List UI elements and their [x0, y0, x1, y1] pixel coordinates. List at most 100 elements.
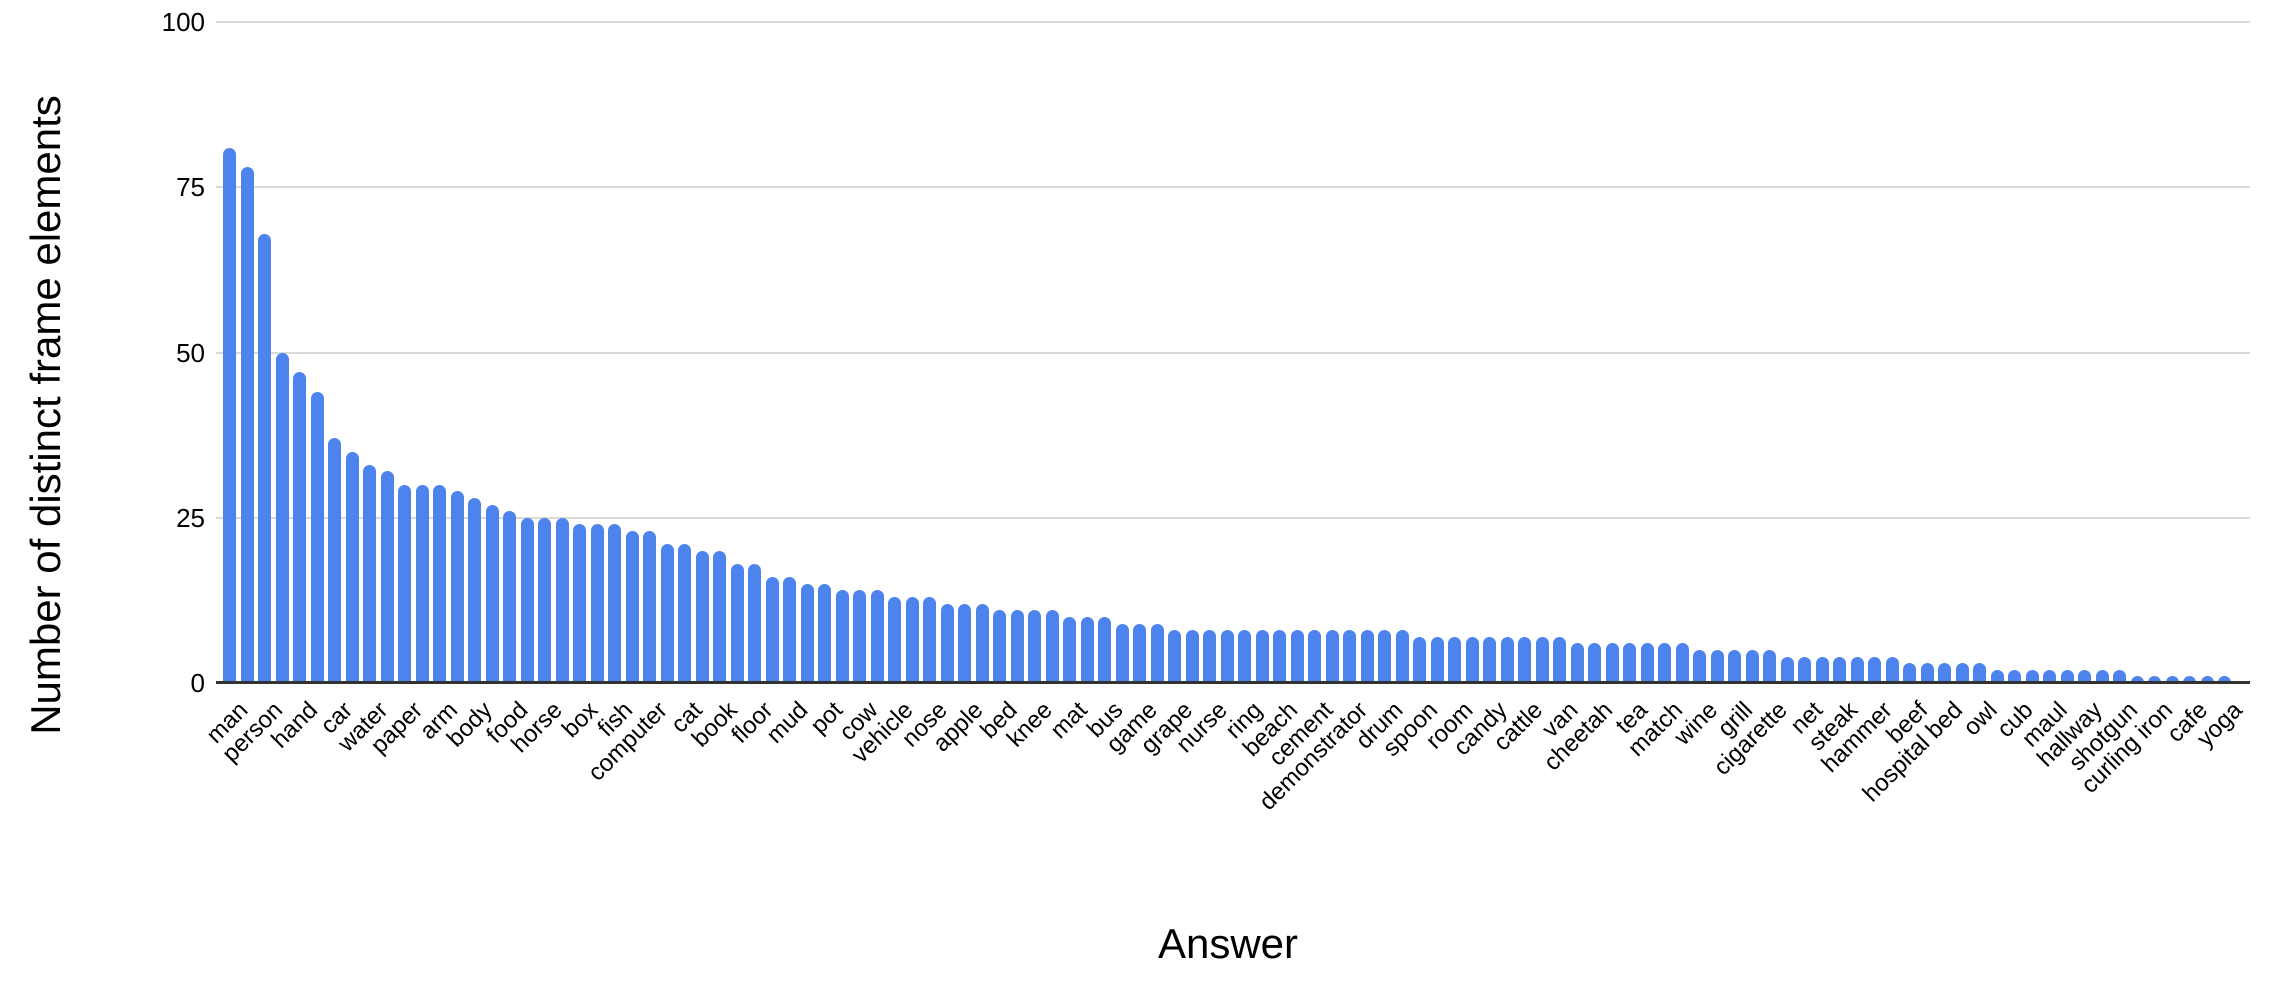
- bar: [2095, 669, 2109, 683]
- bar: [1535, 636, 1549, 683]
- bar: [1990, 669, 2004, 683]
- bar: [975, 603, 989, 683]
- bar-curling-iron: [2148, 676, 2161, 683]
- bar-demonstrator: [1343, 630, 1356, 683]
- bar-arm: [433, 484, 446, 683]
- bar: [800, 583, 814, 683]
- bar: [1605, 643, 1619, 683]
- bar-bus: [1098, 616, 1111, 683]
- y-tick-label-0: 0: [190, 668, 205, 698]
- bar: [1150, 623, 1164, 683]
- bar: [1360, 630, 1374, 683]
- bar: [1185, 630, 1199, 683]
- bar-person: [258, 233, 271, 683]
- bar: [1080, 616, 1094, 683]
- bar: [590, 524, 604, 683]
- bar-nose: [923, 597, 936, 683]
- bar: [1290, 630, 1304, 683]
- bar-mat: [1063, 616, 1076, 683]
- bar: [1885, 656, 1899, 683]
- bar-pot: [818, 583, 831, 683]
- bar-box: [573, 524, 586, 683]
- gridline-100: [216, 21, 2250, 23]
- x-category-label: mud: [761, 696, 814, 749]
- bar-tea: [1623, 643, 1636, 683]
- bar: [765, 577, 779, 683]
- y-tick-label-100: 100: [161, 7, 205, 37]
- bar-beef: [1903, 663, 1916, 683]
- bar-grape: [1168, 630, 1181, 683]
- bar-cat: [678, 544, 691, 683]
- bar-knee: [1028, 610, 1041, 683]
- bar-van: [1553, 636, 1566, 683]
- y-axis-title: Number of distinct frame elements: [22, 95, 69, 735]
- bar: [660, 544, 674, 683]
- bar: [1745, 649, 1759, 683]
- bar-room: [1448, 636, 1461, 683]
- bar: [1815, 656, 1829, 683]
- bar-cattle: [1518, 636, 1531, 683]
- bar: [240, 167, 254, 683]
- bar-drum: [1378, 630, 1391, 683]
- bar-cigarette: [1763, 649, 1776, 683]
- bar: [1920, 663, 1934, 683]
- y-tick-label-50: 50: [176, 337, 205, 368]
- bar: [1395, 630, 1409, 683]
- bar: [695, 550, 709, 683]
- bar: [1850, 656, 1864, 683]
- x-axis-title: Answer: [1157, 920, 1299, 967]
- bar-apple: [958, 603, 971, 683]
- bar: [1675, 643, 1689, 683]
- bar-computer: [643, 530, 656, 683]
- bar-fish: [608, 524, 621, 683]
- bar: [1220, 630, 1234, 683]
- bar: [1255, 630, 1269, 683]
- bar: [1955, 663, 1969, 683]
- bar: [310, 392, 324, 683]
- bar-cub: [2008, 669, 2021, 683]
- bar: [520, 517, 534, 683]
- bar: [730, 564, 744, 683]
- bar: [1710, 649, 1724, 683]
- x-axis-line: [216, 681, 2250, 684]
- bar-steak: [1833, 656, 1846, 683]
- bar: [835, 590, 849, 683]
- bar: [450, 491, 464, 683]
- bar-match: [1658, 643, 1671, 683]
- bar-water: [363, 464, 376, 683]
- bar-hallway: [2078, 669, 2091, 683]
- bar: [1430, 636, 1444, 683]
- bar-bed: [993, 610, 1006, 683]
- y-tick-label-25: 25: [176, 502, 205, 533]
- bar-car: [328, 438, 341, 683]
- bar: [2200, 676, 2214, 683]
- bar-game: [1133, 623, 1146, 683]
- bar-wine: [1693, 649, 1706, 683]
- y-tick-label-75: 75: [176, 172, 205, 203]
- bar: [905, 597, 919, 683]
- bar-ring: [1238, 630, 1251, 683]
- bar: [1780, 656, 1794, 683]
- bar: [1325, 630, 1339, 683]
- bar: [380, 471, 394, 683]
- bar: [940, 603, 954, 683]
- bar: [2165, 676, 2179, 683]
- bar-maul: [2043, 669, 2056, 683]
- bar-shotgun: [2113, 669, 2126, 683]
- bar-grill: [1728, 649, 1741, 683]
- bar-body: [468, 497, 481, 683]
- bar: [1500, 636, 1514, 683]
- bar: [485, 504, 499, 683]
- bar-hammer: [1868, 656, 1881, 683]
- bar: [1640, 643, 1654, 683]
- bar: [1010, 610, 1024, 683]
- bar-hospital-bed: [1938, 663, 1951, 683]
- bar: [415, 484, 429, 683]
- bar: [1570, 643, 1584, 683]
- bar: [1045, 610, 1059, 683]
- bar: [2025, 669, 2039, 683]
- bar-candy: [1483, 636, 1496, 683]
- bar-horse: [538, 517, 551, 683]
- bar: [555, 517, 569, 683]
